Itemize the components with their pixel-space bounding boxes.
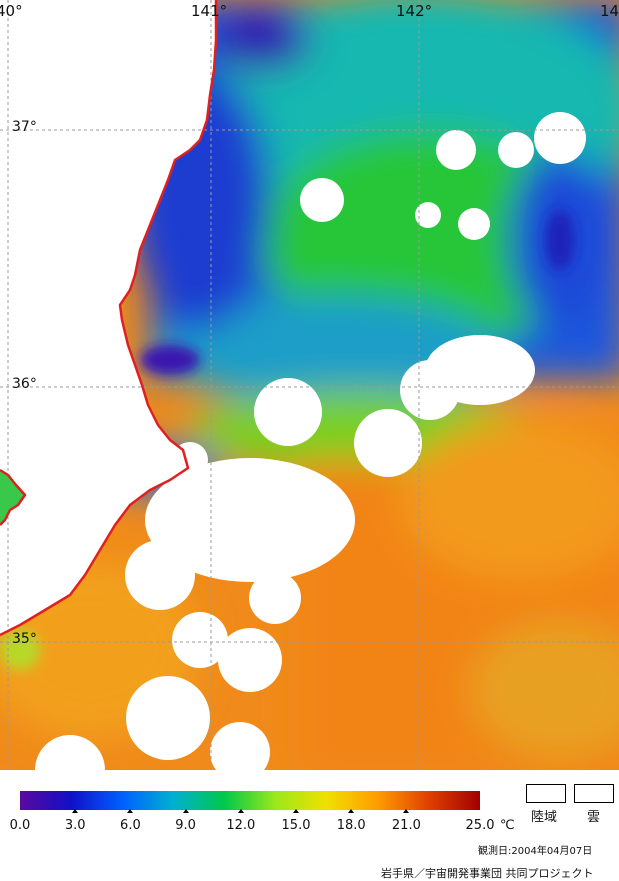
lon-label-141: 141° <box>191 2 228 20</box>
credit-text: 岩手県／宇宙開発事業団 共同プロジェクト <box>381 867 594 880</box>
colorbar-tick-mark <box>127 809 134 813</box>
graticule <box>0 0 619 770</box>
lat-label-36: 36° <box>12 376 37 392</box>
cloud-mask <box>35 112 586 770</box>
coastline <box>0 0 218 637</box>
sea-surface-temperature-map[interactable]: 40° 141° 142° 14 37° 36° 35° <box>0 0 619 770</box>
colorbar-tick-mark <box>293 809 299 813</box>
sea-surface <box>0 0 619 770</box>
colorbar-tick-label: 15.0 <box>281 818 311 833</box>
observation-date: 観測日:2004年04月07日 <box>478 846 593 857</box>
temperature-colorbar <box>20 791 480 810</box>
lon-label-142: 142° <box>396 2 433 20</box>
colorbar-tick-label: 9.0 <box>175 818 196 833</box>
colorbar-tick-mark <box>72 809 79 813</box>
colorbar-tick-label: 18.0 <box>336 818 366 833</box>
colorbar-tick-label: 6.0 <box>120 818 141 833</box>
cloud-label: 雲 <box>587 810 601 825</box>
colorbar-tick-mark <box>403 809 410 813</box>
colorbar-tick-mark <box>348 809 355 813</box>
unit-label: ℃ <box>500 818 515 833</box>
cloud-swatch <box>574 784 614 803</box>
land-label: 陸域 <box>531 810 558 825</box>
coastline-west <box>0 468 27 526</box>
colorbar-tick-label: 3.0 <box>64 818 86 833</box>
lat-label-37: 37° <box>12 119 37 135</box>
colorbar-tick-label: 25.0 <box>465 818 495 833</box>
colorbar-tick-label: 0.0 <box>9 818 31 833</box>
lat-label-35: 35° <box>12 631 37 647</box>
colorbar-tick-label: 21.0 <box>391 818 421 833</box>
colorbar-tick-mark <box>237 809 244 813</box>
colorbar-tick-mark <box>182 809 189 813</box>
map-canvas <box>0 0 619 770</box>
lon-label-143: 14 <box>600 2 619 20</box>
legend <box>0 770 619 881</box>
land-swatch <box>526 784 566 803</box>
colorbar-tick-label: 12.0 <box>226 818 256 833</box>
lon-label-140: 40° <box>0 2 23 20</box>
